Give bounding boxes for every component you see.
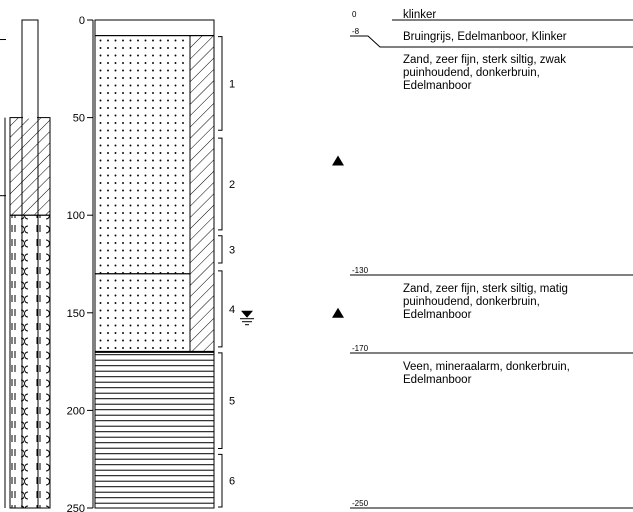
groundwater-level-icon [240,310,254,326]
sample-label: 3 [229,244,235,256]
well-seal [9,117,51,216]
depth-tick-label: 0 [79,15,85,27]
sample-label: 2 [229,179,235,191]
sample-bracket [218,453,223,508]
depth-tick-label: 250 [67,503,85,512]
layer-description-line: puinhoudend, donkerbruin, [403,296,540,308]
layer-description: Bruingrijs, Edelmanboor, Klinker [403,31,567,43]
marker-triangle-icon [332,307,344,318]
layer-depth-label: -8 [352,27,360,36]
layer-description: Zand, zeer fijn, sterk siltig, zwak puinh… [403,54,566,92]
well-pipe-blank [23,21,37,119]
boring-column [94,19,215,509]
layer-description: Veen, mineraalarm, donkerbruin, Edelmanbo… [403,361,570,386]
layer-description-line: Edelmanboor [403,374,472,386]
layer-description: klinker [403,9,436,21]
depth-tick-label: 150 [67,308,85,320]
marker-triangle-icon [332,155,344,166]
sample-bracket [218,270,223,348]
well-construction [0,19,51,509]
depth-tick-label: 200 [67,405,85,417]
layer-depth-label: -130 [352,266,369,275]
layer-depth-label: -170 [352,344,369,353]
sample-label: 4 [229,304,235,316]
well-filter [9,214,51,509]
layer-boundary [350,35,633,48]
layer-description-line: puinhoudend, donkerbruin, [403,67,540,79]
layer-description-line: klinker [403,9,436,21]
markers [332,155,344,318]
depth-tick-label: 100 [67,210,85,222]
layer-description-line: Edelmanboor [403,309,472,321]
sample-bracket [218,137,223,231]
depth-tick-label: 50 [73,113,85,125]
layer-description-line: Zand, zeer fijn, sterk siltig, matig [403,283,568,295]
depth-scale: 0 50 100 150 200 250 [67,15,94,512]
sample-bracket [218,235,223,264]
boring-hatch-column [189,35,215,353]
layer-description: Zand, zeer fijn, sterk siltig, matig puin… [403,283,568,321]
groundwater-triangle [241,310,253,318]
sample-label: 5 [229,396,235,408]
layer-description-line: Veen, mineraalarm, donkerbruin, [403,361,570,373]
layer-descriptions: 0 -8 -130 -170 -250 klinker Bruingrijs, Edelma… [350,9,633,509]
layer-description-line: Bruingrijs, Edelmanboor, Klinker [403,31,567,43]
sample-label: 6 [229,476,235,488]
sample-intervals: 1 2 3 4 5 6 [218,36,254,508]
sample-label: 1 [229,78,235,90]
sample-bracket [218,36,223,131]
boring-layer-blank [94,19,215,37]
boring-layer-horizontal-lines [94,351,215,509]
layer-description-line: Zand, zeer fijn, sterk siltig, zwak [403,54,566,66]
layer-depth-label: -250 [352,499,369,508]
layer-description-line: Edelmanboor [403,80,472,92]
sample-bracket [218,352,223,449]
layer-depth-label: 0 [352,10,357,19]
